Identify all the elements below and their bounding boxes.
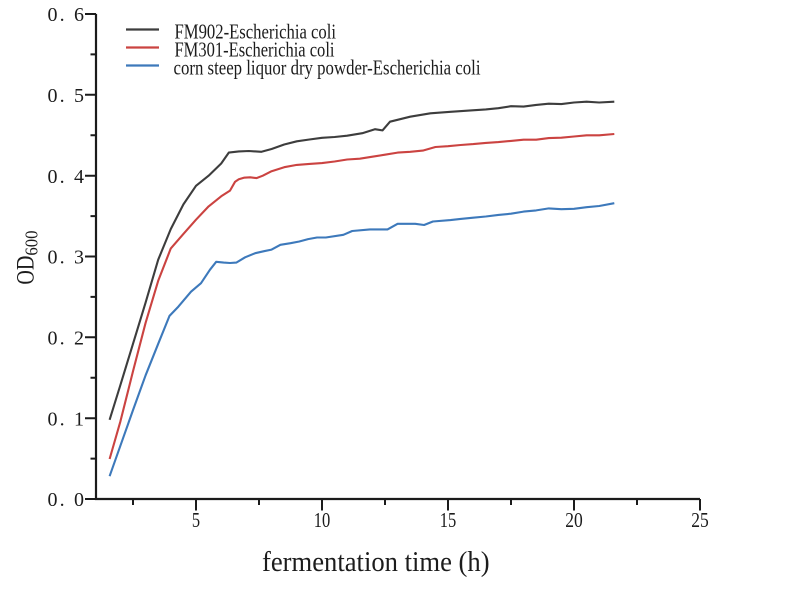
svg-text:fermentation time (h): fermentation time (h) <box>262 546 490 578</box>
svg-text:FM902-Escherichia coli: FM902-Escherichia coli <box>175 20 337 44</box>
svg-text:OD: OD <box>13 256 40 285</box>
svg-text:20: 20 <box>565 508 583 532</box>
svg-text:10: 10 <box>314 508 331 532</box>
svg-text:FM301-Escherichia coli: FM301-Escherichia coli <box>175 38 335 62</box>
svg-text:600: 600 <box>22 231 42 256</box>
svg-text:corn steep liquor dry powder-E: corn steep liquor dry powder-Escherichia… <box>174 56 481 80</box>
svg-text:15: 15 <box>440 508 457 532</box>
svg-text:25: 25 <box>691 508 709 532</box>
svg-text:5: 5 <box>192 508 200 532</box>
